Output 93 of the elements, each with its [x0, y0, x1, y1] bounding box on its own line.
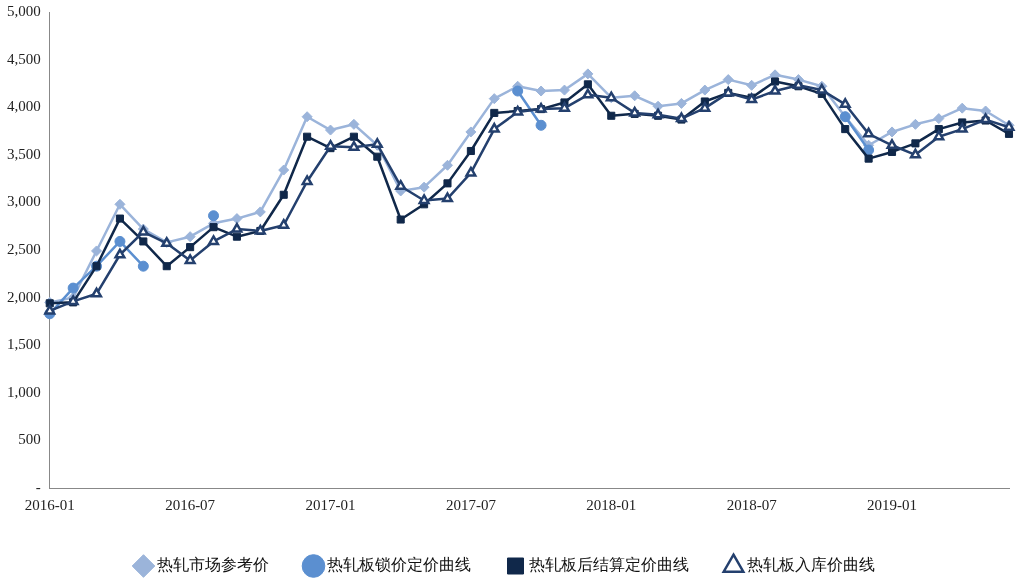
point	[512, 85, 524, 97]
legend-label: 热轧板后结算定价曲线	[528, 555, 689, 575]
point	[909, 118, 921, 130]
point	[441, 159, 453, 171]
point	[465, 166, 477, 177]
point	[465, 126, 477, 138]
point	[675, 97, 687, 109]
point	[90, 287, 103, 298]
point	[348, 118, 360, 130]
y-tick-label: 2,000	[7, 288, 41, 305]
point	[490, 108, 499, 117]
point	[699, 84, 711, 96]
point	[956, 102, 968, 114]
y-tick-label: 1,500	[7, 336, 41, 353]
point	[841, 125, 850, 134]
y-tick-label: 5,000	[7, 2, 41, 19]
point	[864, 154, 873, 163]
point	[115, 214, 124, 223]
point	[535, 119, 547, 131]
point	[279, 190, 288, 199]
point	[184, 254, 196, 265]
y-tick-label: 3,000	[7, 193, 41, 210]
point	[114, 235, 126, 247]
point	[184, 231, 196, 243]
point	[956, 122, 968, 133]
point	[583, 80, 592, 89]
point	[886, 139, 898, 150]
point	[348, 140, 360, 151]
x-tick-label: 2016-01	[24, 496, 75, 513]
x-tick-label: 2016-07	[165, 496, 216, 513]
y-tick-label: 3,500	[7, 145, 41, 162]
x-tick-label: 2017-07	[445, 496, 497, 513]
point	[582, 88, 594, 99]
point	[746, 79, 758, 91]
point	[278, 164, 290, 176]
point	[303, 132, 312, 141]
point	[488, 122, 500, 133]
point	[722, 74, 734, 86]
x-tick-label: 2018-07	[726, 496, 778, 513]
point	[162, 262, 171, 271]
point	[535, 85, 547, 97]
y-tick-label: 4,000	[7, 98, 41, 115]
point	[91, 245, 103, 257]
y-tick-label: 4,500	[7, 50, 41, 67]
x-tick-label: 2019-01	[867, 496, 918, 513]
y-tick-label: 1,000	[7, 383, 41, 400]
point	[232, 232, 241, 241]
point	[443, 179, 452, 188]
legend-label: 热轧板锁价定价曲线	[326, 555, 471, 575]
point	[607, 111, 616, 120]
point	[769, 84, 781, 95]
point	[558, 101, 571, 112]
point	[349, 132, 358, 141]
point	[114, 248, 126, 259]
point	[395, 179, 407, 190]
point	[324, 139, 337, 150]
point	[418, 181, 430, 193]
point	[466, 146, 475, 156]
point	[699, 101, 711, 112]
point	[418, 194, 430, 205]
point	[325, 124, 337, 136]
legend-label: 热轧板入库价曲线	[746, 555, 875, 575]
point	[373, 152, 382, 161]
point	[441, 192, 454, 203]
x-tick-label: 2017-01	[305, 496, 356, 513]
point	[301, 175, 313, 186]
point	[254, 206, 266, 218]
point	[186, 243, 195, 252]
legend-label: 热轧市场参考价	[156, 555, 269, 575]
point	[137, 260, 149, 272]
point	[886, 126, 898, 138]
y-tick-label: -	[35, 478, 41, 495]
y-tick-label: 500	[18, 431, 41, 448]
point	[208, 210, 220, 222]
point	[911, 139, 920, 148]
point	[396, 215, 405, 224]
point	[582, 68, 594, 80]
point	[231, 222, 243, 233]
point	[301, 111, 313, 123]
x-tick-label: 2018-01	[586, 496, 637, 513]
point	[114, 198, 126, 210]
point	[629, 90, 641, 102]
point	[933, 113, 945, 125]
y-tick-label: 2,500	[7, 240, 41, 257]
point	[209, 223, 218, 232]
point	[909, 148, 921, 159]
point	[933, 130, 945, 141]
point	[139, 237, 148, 246]
point	[488, 93, 500, 105]
point	[67, 282, 79, 294]
point	[207, 235, 220, 246]
point	[771, 77, 780, 86]
point	[863, 127, 875, 138]
